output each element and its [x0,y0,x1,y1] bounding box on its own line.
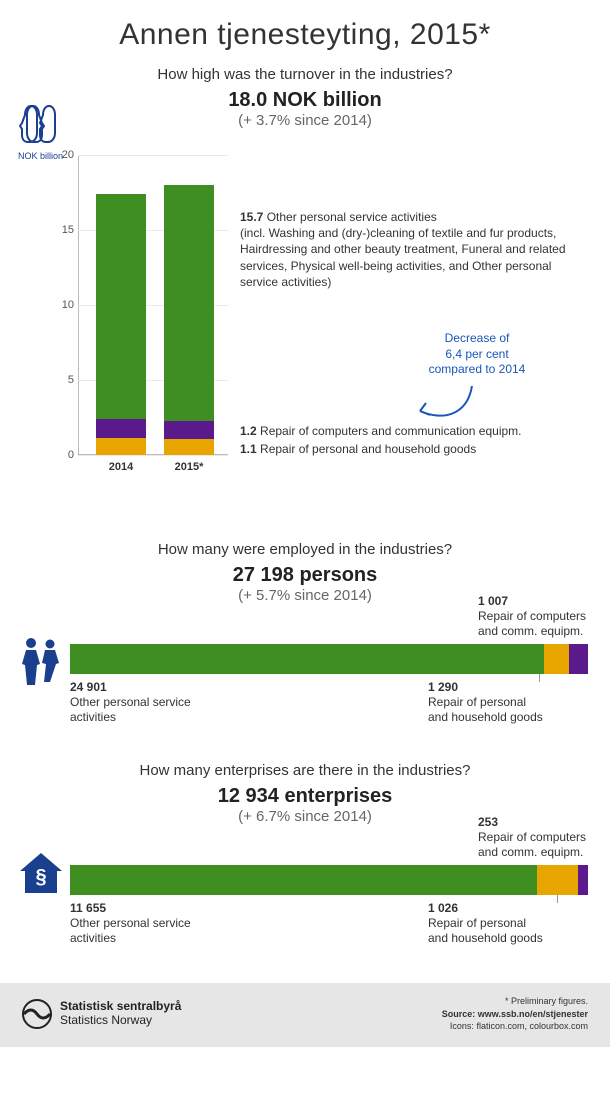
s3-label-left: 11 655 Other personal service activities [70,901,230,946]
s3-label-top-right: 253 Repair of computers and comm. equipm… [478,815,588,860]
employment-bar [70,644,588,674]
employment-section: How many were employed in the industries… [22,541,588,736]
footer-source-label: Source: [442,1009,476,1019]
footer-note: * Preliminary figures. [442,995,588,1008]
section2-headline: 27 198 persons [22,564,588,587]
ytick-label: 0 [50,449,74,461]
chart1-plot: 05101520 2014 2015* [78,155,228,455]
section1-heading: How high was the turnover in the industr… [22,66,588,83]
enterprises-section: How many enterprises are there in the in… [22,762,588,957]
ytick-label: 15 [50,224,74,236]
page-title: Annen tjenesteyting, 2015* [22,18,588,52]
turnover-chart: NOK billion 05101520 2014 2015* 15.7 Oth… [22,141,588,521]
s2-label-top-right: 1 007 Repair of computers and comm. equi… [478,594,588,639]
s2-label-left: 24 901 Other personal service activities [70,680,230,725]
bar-2014 [96,194,146,455]
ytick-label: 5 [50,374,74,386]
xlabel-2014: 2014 [96,461,146,473]
bar-slice-repair_household [96,438,146,455]
s3-pointer [557,895,558,903]
section1-change: (+ 3.7% since 2014) [22,112,588,129]
house-icon: § [18,851,64,902]
ssb-logo: Statistisk sentralbyrå Statistics Norway [22,999,181,1029]
gridline [78,155,228,156]
section3-headline: 12 934 enterprises [22,785,588,808]
people-icon [18,636,64,695]
footer-org2: Statistics Norway [60,1014,181,1028]
bar-slice-repair_computers [96,419,146,438]
hbar-slice-repair_household [544,644,569,674]
page-footer: Statistisk sentralbyrå Statistics Norway… [0,983,610,1047]
annot-other-personal: 15.7 Other personal service activities (… [240,209,570,290]
ytick-label: 20 [50,149,74,161]
section3-heading: How many enterprises are there in the in… [22,762,588,779]
s2-pointer [539,674,540,682]
xlabel-2015: 2015* [164,461,214,473]
footer-icons-label: Icons: [450,1021,474,1031]
gridline [78,455,228,456]
section1-headline: 18.0 NOK billion [22,89,588,112]
bar-slice-other_personal [96,194,146,419]
bar-2015 [164,185,214,455]
footer-org1: Statistisk sentralbyrå [60,1000,181,1014]
ytick-label: 10 [50,299,74,311]
infographic-page: Annen tjenesteyting, 2015* How high was … [0,0,610,1047]
hbar-slice-repair_computers [578,865,588,895]
section2-heading: How many were employed in the industries… [22,541,588,558]
hbar-slice-other_personal [70,644,544,674]
svg-text:§: § [35,866,46,888]
bar-slice-other_personal [164,185,214,421]
footer-source: www.ssb.no/en/stjenester [478,1009,588,1019]
annot-repair-computers: 1.2 Repair of computers and communicatio… [240,423,522,439]
hbar-slice-other_personal [70,865,537,895]
bar-slice-repair_computers [164,421,214,439]
footer-icons: flaticon.com, colourbox.com [476,1021,588,1031]
hbar-slice-repair_computers [569,644,588,674]
s2-label-right: 1 290 Repair of personal and household g… [428,680,548,725]
decrease-note: Decrease of6,4 per centcompared to 2014 [422,331,532,378]
footer-right: * Preliminary figures. Source: www.ssb.n… [442,995,588,1033]
annot-repair-household: 1.1 Repair of personal and household goo… [240,441,476,457]
enterprises-bar [70,865,588,895]
hbar-slice-repair_household [537,865,578,895]
s3-label-right: 1 026 Repair of personal and household g… [428,901,548,946]
bar-slice-repair_household [164,439,214,456]
